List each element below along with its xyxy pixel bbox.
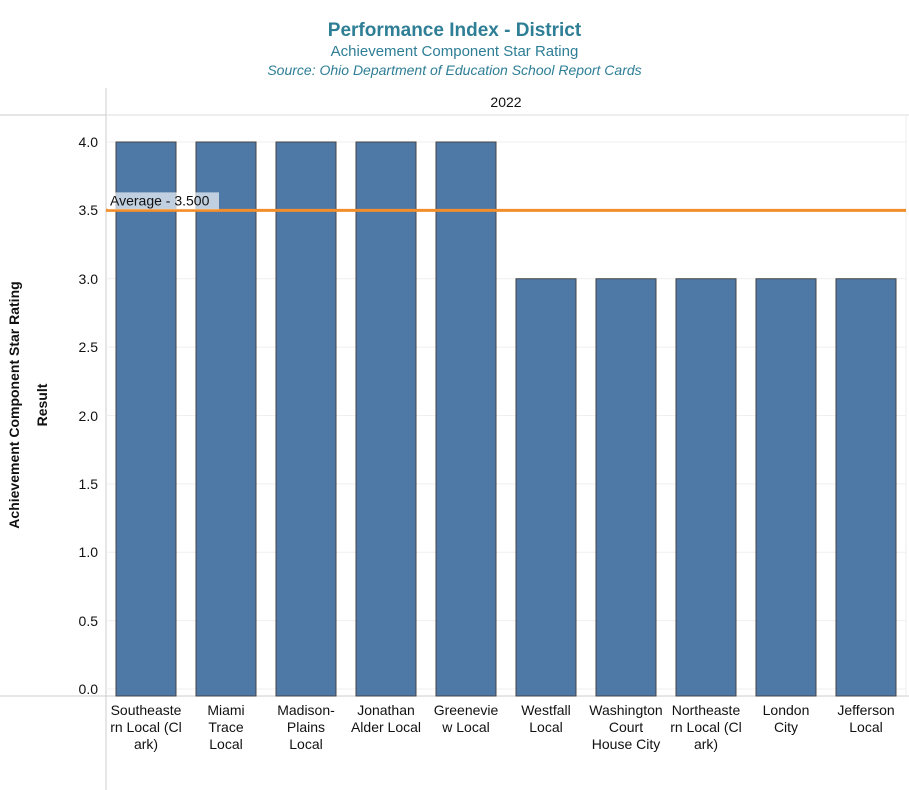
bar [755,278,817,697]
bar [435,141,497,697]
x-category-label-line: Northeaste [671,702,741,718]
bar [515,278,577,697]
x-category-label-line: Madison- [277,702,335,718]
y-tick-label: 2.5 [78,339,98,356]
chart-subtitle: Achievement Component Star Rating [330,43,579,60]
bar [195,141,257,697]
y-tick-label: 2.0 [78,407,98,424]
x-category-label-line: Southeaste [110,702,182,718]
x-category-label-line: City [773,719,799,735]
y-tick-label: 4.0 [78,134,98,150]
x-category-label: Westfall Local [506,702,586,736]
x-category-label-line: Plains [286,719,326,735]
x-category-label: Northeaste rn Local (Cl ark) [666,702,746,753]
y-axis-label-inner: Result [34,383,50,426]
y-tick-label: 1.0 [78,544,98,561]
x-category-label-line: ark) [693,736,719,752]
x-category-label: Southeaste rn Local (Cl ark) [106,702,186,753]
x-category-label: Jonathan Alder Local [346,702,426,736]
y-tick-label: 0.5 [78,612,98,629]
x-category-label-line: rn Local (Cl [670,719,742,735]
bar [115,141,177,697]
chart-source: Source: Ohio Department of Education Sch… [267,62,642,78]
x-category-label-line: House City [591,736,661,752]
bar [355,141,417,697]
x-category-label: London City [746,702,826,736]
x-category-label-line: Greenevie [433,702,499,718]
x-category-label-line: Miami [207,702,245,718]
bar [595,278,657,697]
x-category-label: Jefferson Local [826,702,906,736]
column-header: 2022 [490,94,521,110]
x-category-label-line: London [762,702,810,718]
x-category-label-line: rn Local (Cl [110,719,182,735]
average-label: Average - 3.500 [110,192,210,208]
x-category-label-line: Trace [208,719,244,735]
x-category-label-line: Washington [589,702,663,718]
x-category-label-line: Alder Local [350,719,422,735]
y-tick-label: 0.0 [78,681,98,697]
x-category-label-line: Jonathan [357,702,415,718]
y-tick-label: 3.5 [78,202,98,219]
x-category-label-line: Local [209,736,243,752]
average-label-background [108,192,219,210]
x-category-label-line: Local [849,719,883,735]
x-category-label: Madison- Plains Local [266,702,346,753]
y-tick-label: 3.0 [78,270,98,287]
x-category-label: Greenevie w Local [426,702,506,736]
x-category-label-line: Jefferson [837,702,895,718]
x-category-label-line: Westfall [521,702,571,718]
chart-title: Performance Index - District [327,20,582,41]
bar [675,278,737,697]
x-category-label-line: Court [608,719,644,735]
x-category-label-line: Local [529,719,563,735]
x-category-label-line: Local [289,736,323,752]
x-category-label: Miami Trace Local [186,702,266,753]
y-tick-label: 1.5 [78,475,98,492]
x-category-label-line: w Local [442,719,490,735]
x-category-label: Washington Court House City [586,702,666,753]
x-category-label-line: ark) [133,736,159,752]
bar [835,278,897,697]
bar [275,141,337,697]
